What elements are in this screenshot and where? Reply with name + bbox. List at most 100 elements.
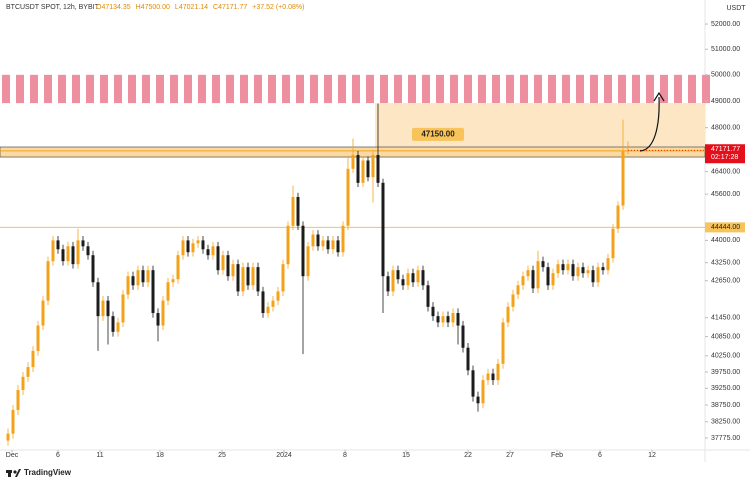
level-label: 47150.00 [421, 129, 455, 138]
candle-body [491, 373, 495, 381]
candle-body [301, 225, 305, 277]
candle-body [211, 246, 215, 256]
candle-body [441, 316, 445, 323]
supply-zone-stripe [380, 74, 388, 104]
y-tick-label: 40250.00 [711, 353, 740, 360]
candle-body [421, 270, 425, 286]
supply-zone-stripe [604, 74, 612, 104]
last-price-label: 47171.77 [711, 146, 740, 153]
supply-zone-stripe [170, 74, 178, 104]
candle-body [361, 160, 365, 183]
x-tick-label: 6 [598, 452, 602, 459]
candle-body [206, 249, 210, 256]
candle-body [471, 370, 475, 397]
supply-zone-stripe [212, 74, 220, 104]
candle-body [591, 270, 595, 283]
supply-zone-stripe [394, 74, 402, 104]
x-tick-label: 22 [464, 452, 472, 459]
candle-body [576, 267, 580, 277]
supply-zone-stripe [408, 74, 416, 104]
candle-body [566, 264, 570, 271]
supply-zone-stripe [366, 74, 374, 104]
supply-zone-stripe [156, 74, 164, 104]
candle-body [541, 261, 545, 268]
candle-body [551, 273, 555, 286]
candle-body [116, 322, 120, 332]
supply-zone-stripe [688, 74, 696, 104]
candle-body [561, 264, 565, 271]
supply-zone-stripe [352, 74, 360, 104]
candle-body [296, 196, 300, 226]
supply-zone-stripe [310, 74, 318, 104]
candle-body [481, 380, 485, 404]
supply-zone-stripe [702, 74, 710, 104]
candle-body [186, 240, 190, 253]
candle-body [611, 228, 615, 259]
candle-body [196, 240, 200, 244]
candle-body [306, 246, 310, 277]
candle-body [536, 261, 540, 289]
candle-body [86, 246, 90, 256]
candle-body [531, 270, 535, 289]
candle-body [391, 270, 395, 292]
y-tick-label: 43250.00 [711, 259, 740, 266]
candle-body [426, 285, 430, 307]
candle-body [46, 261, 50, 301]
candle-body [41, 300, 45, 326]
x-tick-label: 18 [156, 452, 164, 459]
y-tick-label: 46400.00 [711, 168, 740, 175]
ohlc-value: L47021.14 [175, 4, 208, 11]
candle-body [606, 258, 610, 271]
y-tick-label: 39750.00 [711, 369, 740, 376]
candle-body [51, 240, 55, 262]
candle-body [6, 433, 10, 441]
y-tick-label: 52000.00 [711, 21, 740, 28]
candle-body [281, 264, 285, 292]
candle-body [216, 246, 220, 271]
supply-zone-stripe [16, 74, 24, 104]
candle-body [411, 273, 415, 283]
supply-zone-stripe [478, 74, 486, 104]
watermark: TradingView [24, 468, 72, 477]
candle-body [326, 240, 330, 250]
y-tick-label: 37775.00 [711, 435, 740, 442]
candle-body [571, 264, 575, 277]
candle-body [151, 270, 155, 314]
candle-body [251, 267, 255, 286]
supply-zone-stripe [240, 74, 248, 104]
candle-body [446, 316, 450, 323]
candle-body [286, 225, 290, 265]
candle-body [346, 168, 350, 226]
ohlc-value: C47171.77 [213, 4, 247, 11]
candle-body [171, 279, 175, 283]
candle-body [546, 267, 550, 286]
candle-body [516, 285, 520, 295]
candle-body [626, 150, 630, 152]
supply-zone-stripe [450, 74, 458, 104]
last-price-countdown: 02:17:28 [711, 154, 738, 161]
supply-zone-stripe [114, 74, 122, 104]
candle-body [351, 154, 355, 169]
y-tick-label: 40850.00 [711, 333, 740, 340]
ohlc-value: H47500.00 [136, 4, 170, 11]
supply-zone-stripe [506, 74, 514, 104]
candle-body [76, 240, 80, 265]
supply-zone-stripe [58, 74, 66, 104]
supply-zone-stripe [324, 74, 332, 104]
supply-zone-stripe [226, 74, 234, 104]
candle-body [141, 270, 145, 283]
candle-body [136, 270, 140, 286]
candle-body [406, 273, 410, 286]
candle-body [291, 196, 295, 226]
candle-body [526, 270, 530, 277]
candle-body [16, 389, 20, 410]
supply-zone-stripe [128, 74, 136, 104]
supply-zone-stripe [660, 74, 668, 104]
supply-zone-stripe [548, 74, 556, 104]
x-tick-label: 2024 [276, 452, 292, 459]
candle-body [496, 363, 500, 381]
watermark-logo [6, 469, 21, 477]
candle-body [71, 246, 75, 265]
